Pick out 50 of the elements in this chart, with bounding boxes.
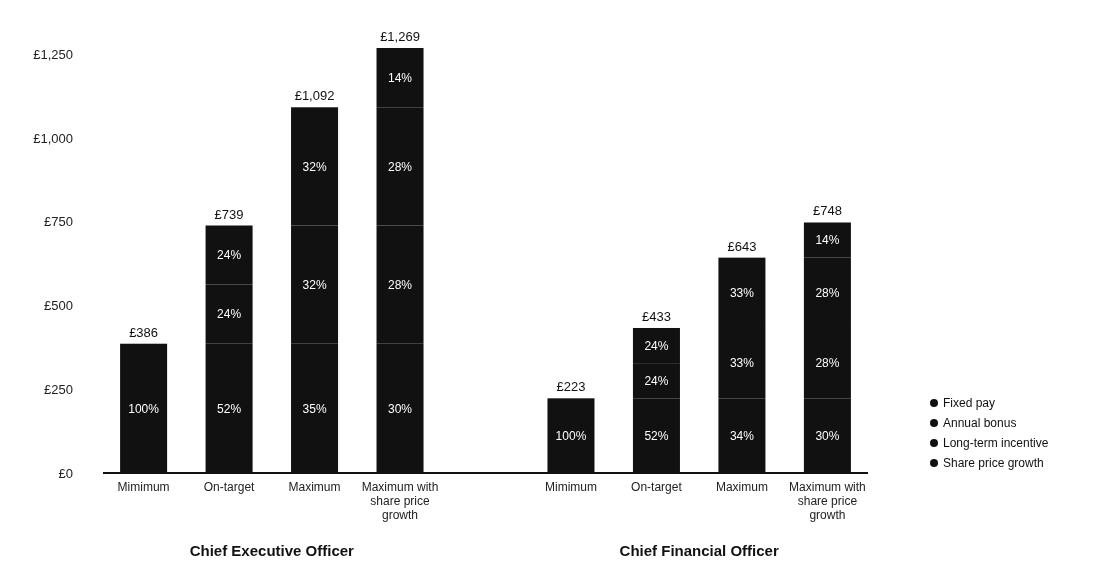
legend-label: Fixed pay (943, 396, 996, 411)
y-tick-label: £1,250 (33, 46, 73, 62)
annotation: 34% (729, 428, 755, 443)
annotation: 14% (815, 233, 840, 248)
legend-label: Annual bonus (943, 416, 1017, 431)
y-tick-label: £750 (44, 214, 73, 230)
annotation: 30% (388, 401, 413, 416)
text: Chief Executive Officer (189, 542, 355, 559)
annotation: 100% (128, 401, 160, 416)
total-label: £748 (812, 203, 842, 219)
x-tick-label: Maximum with share price growth (361, 480, 439, 522)
annotation: 33% (729, 356, 755, 371)
annotation: 52% (644, 428, 669, 443)
total-label: £643 (727, 238, 757, 254)
total-label: £739 (214, 206, 244, 222)
annotation: 100% (555, 428, 587, 443)
annotation: 28% (815, 286, 840, 301)
annotation: 35% (302, 401, 327, 416)
y-tick-label: £250 (44, 381, 73, 397)
annotation: 24% (644, 338, 669, 353)
annotation: 24% (644, 373, 669, 388)
annotation: 52% (217, 401, 242, 416)
annotation: 28% (388, 277, 413, 292)
x-tick-label: Maximum (715, 480, 768, 494)
x-tick-label: Maximum with share price growth (789, 480, 866, 522)
annotation: 14% (388, 70, 413, 85)
total-label: £433 (641, 308, 671, 324)
text: Chief Financial Officer (619, 542, 779, 559)
annotation: 32% (302, 277, 327, 292)
legend-label: Share price growth (943, 456, 1044, 471)
y-tick-label: £500 (44, 298, 73, 314)
x-tick-label: Mimimum (117, 480, 170, 494)
total-label: £223 (556, 379, 586, 395)
annotation: 33% (729, 286, 755, 301)
y-tick-label: £1,000 (33, 130, 73, 146)
annotation: 30% (815, 428, 840, 443)
total-label: £1,092 (294, 88, 335, 104)
annotation: 28% (815, 356, 840, 371)
x-tick-label: On-target (203, 480, 256, 494)
y-tick-label: £0 (58, 465, 73, 481)
legend-label: Long-term incentive (943, 436, 1049, 451)
x-tick-label: Mimimum (544, 480, 597, 494)
annotation: 24% (217, 307, 242, 322)
total-label: £386 (129, 324, 159, 340)
total-label: £1,269 (380, 29, 420, 44)
x-tick-label: Maximum (288, 480, 341, 494)
x-tick-label: On-target (631, 480, 683, 494)
annotation: 24% (217, 248, 242, 263)
annotation: 28% (388, 159, 413, 174)
annotation: 32% (302, 159, 327, 174)
